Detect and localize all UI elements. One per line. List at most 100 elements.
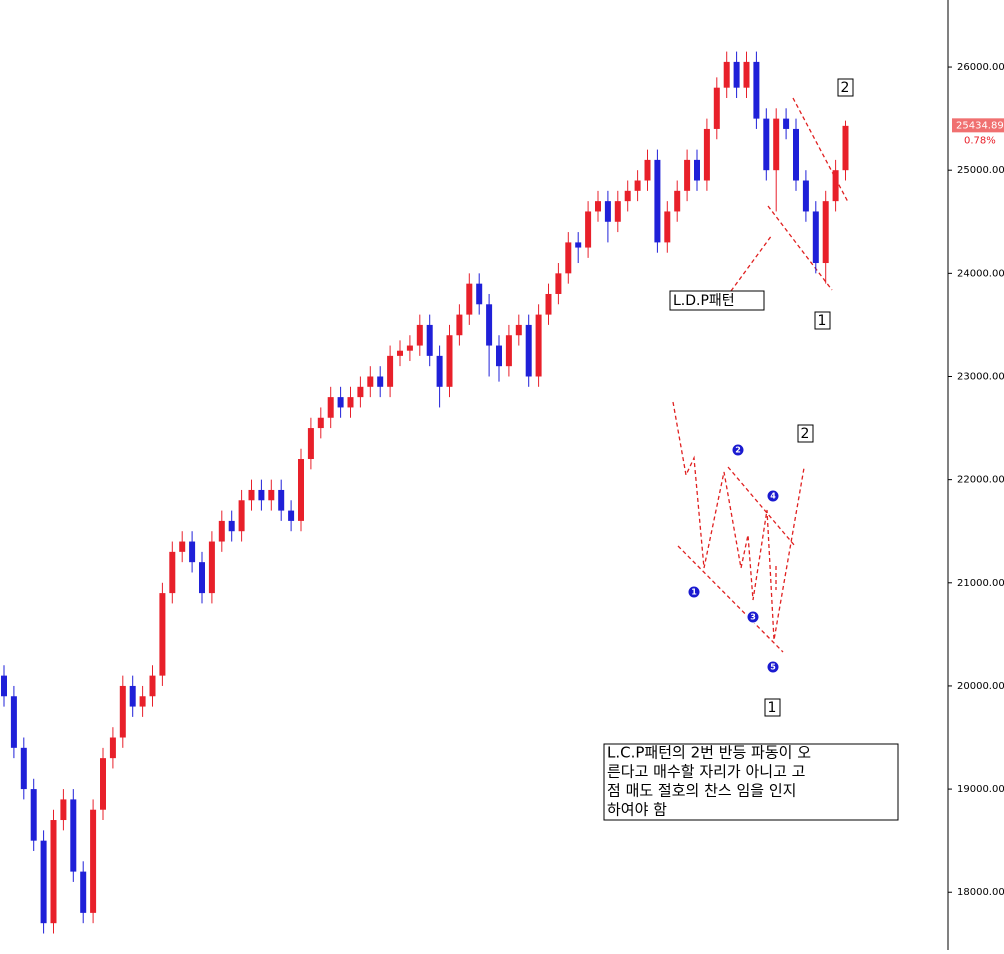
y-tick-label: 23000.00 <box>957 371 1004 382</box>
candle-body <box>664 211 671 243</box>
circle <box>731 443 745 457</box>
candle-body <box>743 61 750 88</box>
candle-body <box>694 159 700 181</box>
candle-body <box>802 180 809 212</box>
note-line: L.C.P패턴의 2번 반등 파동이 오 <box>607 744 811 762</box>
circle-label: 4 <box>770 492 776 501</box>
candle-body <box>298 459 304 521</box>
pattern-label: L.D.P패턴 <box>673 293 735 309</box>
candle-body <box>10 696 17 748</box>
candle-body <box>40 840 47 924</box>
note-box <box>603 743 899 821</box>
candle-body <box>446 335 453 387</box>
candle-body <box>1 675 7 697</box>
candle-body <box>674 190 681 212</box>
candle-body <box>515 324 522 336</box>
wave-label: 2 <box>841 80 850 96</box>
candle-body <box>426 324 433 356</box>
candle-body <box>70 799 77 872</box>
y-tick-label: 19000.00 <box>957 784 1004 795</box>
candle-body <box>496 345 502 367</box>
candle-body <box>159 593 166 676</box>
candle-body <box>773 118 780 171</box>
candle-body <box>20 747 27 790</box>
candle-body <box>367 376 374 387</box>
y-tick-label: 22000.00 <box>957 475 1004 486</box>
candle-body <box>812 211 819 264</box>
wave-label: 1 <box>818 313 827 329</box>
candle-body <box>753 61 760 119</box>
candle-body <box>634 180 641 191</box>
candle-body <box>208 541 215 594</box>
price-label: 25434.89 <box>956 120 1004 131</box>
candle-body <box>100 758 106 810</box>
candle-body <box>436 355 443 387</box>
candle-body <box>505 335 512 367</box>
candle-body <box>713 87 720 129</box>
y-tick-label: 20000.00 <box>957 681 1004 692</box>
candle-body <box>288 510 295 521</box>
candle-body <box>189 541 196 563</box>
trend-lines <box>730 97 849 292</box>
candle-body <box>307 428 314 460</box>
candle-body <box>525 324 532 377</box>
candle-body <box>258 489 265 501</box>
candle-body <box>486 304 493 346</box>
candle-body <box>109 737 116 759</box>
candle-body <box>456 314 463 336</box>
candle-body <box>585 211 592 248</box>
candle-body <box>723 61 730 88</box>
candle-body <box>654 159 661 243</box>
circle-label: 5 <box>770 663 776 672</box>
candle-body <box>565 242 572 274</box>
candle-body <box>763 118 770 171</box>
y-tick-label: 18000.00 <box>957 887 1004 898</box>
candle-body <box>793 128 799 181</box>
label-box <box>797 424 814 443</box>
candle-body <box>783 118 790 129</box>
candle-body <box>139 696 146 707</box>
candle-body <box>387 355 394 387</box>
label-box <box>814 311 831 330</box>
candle-body <box>238 500 245 532</box>
diagram-label: 1 <box>768 700 777 716</box>
candle-body <box>80 871 87 913</box>
change-label: 0.78% <box>964 135 996 146</box>
candle-body <box>30 789 37 841</box>
candle-body <box>822 201 829 264</box>
candle-body <box>218 520 225 542</box>
candle-body <box>624 190 631 202</box>
candle-body <box>614 201 621 222</box>
candle-body <box>119 685 126 738</box>
circle <box>766 660 780 674</box>
candle-body <box>149 675 156 697</box>
label-box <box>764 698 781 717</box>
candle-body <box>50 820 57 924</box>
note-line: 하여야 함 <box>607 801 667 819</box>
diagram-label: 2 <box>801 426 810 442</box>
candle-body <box>337 397 344 408</box>
candle-body <box>416 324 423 346</box>
y-tick-label: 21000.00 <box>957 578 1004 589</box>
candle-body <box>228 520 235 532</box>
y-tick-label: 26000.00 <box>957 62 1004 73</box>
candle-body <box>169 551 176 594</box>
candle-body <box>357 386 364 398</box>
candle-body <box>535 314 542 377</box>
candle-body <box>327 397 334 418</box>
candle-body <box>347 397 354 408</box>
circle <box>766 489 780 503</box>
candle-body <box>317 417 324 429</box>
label-box <box>669 290 765 311</box>
note-line: 른다고 매수할 자리가 아니고 고 <box>607 763 805 781</box>
candle-body <box>466 283 473 315</box>
candle-body <box>248 489 255 501</box>
diagram-path <box>672 401 805 641</box>
circles: 1 2 3 4 5 <box>687 443 780 674</box>
candle-body <box>377 376 384 387</box>
candle-body <box>842 125 849 171</box>
candle-body <box>179 541 186 552</box>
candle-body <box>406 345 413 351</box>
